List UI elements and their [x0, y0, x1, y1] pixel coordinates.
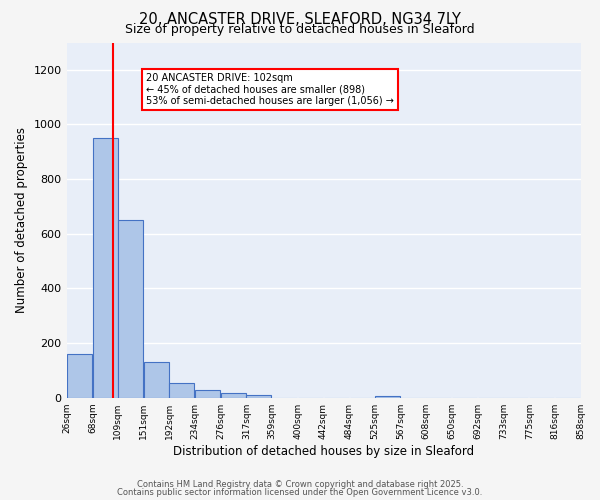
Bar: [221, 393, 246, 398]
Text: Size of property relative to detached houses in Sleaford: Size of property relative to detached ho…: [125, 22, 475, 36]
Bar: [118, 220, 143, 398]
Text: Contains public sector information licensed under the Open Government Licence v3: Contains public sector information licen…: [118, 488, 482, 497]
Text: 20, ANCASTER DRIVE, SLEAFORD, NG34 7LY: 20, ANCASTER DRIVE, SLEAFORD, NG34 7LY: [139, 12, 461, 28]
Bar: [169, 382, 194, 398]
Bar: [375, 396, 400, 398]
X-axis label: Distribution of detached houses by size in Sleaford: Distribution of detached houses by size …: [173, 444, 474, 458]
Bar: [144, 362, 169, 398]
Bar: [195, 390, 220, 398]
Bar: [67, 354, 92, 398]
Text: 20 ANCASTER DRIVE: 102sqm
← 45% of detached houses are smaller (898)
53% of semi: 20 ANCASTER DRIVE: 102sqm ← 45% of detac…: [146, 72, 394, 106]
Bar: [92, 138, 118, 398]
Text: Contains HM Land Registry data © Crown copyright and database right 2025.: Contains HM Land Registry data © Crown c…: [137, 480, 463, 489]
Bar: [247, 395, 271, 398]
Y-axis label: Number of detached properties: Number of detached properties: [15, 127, 28, 313]
